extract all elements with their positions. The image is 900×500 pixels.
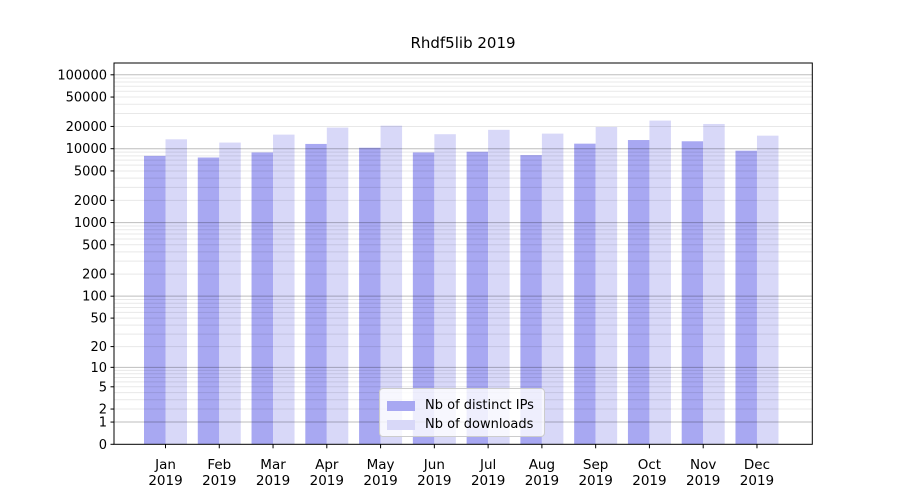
legend-swatch-downloads-icon (387, 419, 415, 430)
y-tick-label: 2 (99, 403, 107, 418)
x-tick-label-month: Sep (583, 457, 608, 473)
bar-downloads-oct (649, 120, 671, 445)
x-tick-label-year: 2019 (417, 473, 451, 489)
x-tick-label-year: 2019 (256, 473, 290, 489)
x-tick-label-year: 2019 (686, 473, 720, 489)
y-tick-label: 20 (90, 340, 107, 355)
bar-distinct-ips-feb (197, 157, 220, 445)
bar-downloads-mar (273, 134, 295, 445)
bar-distinct-ips-sep (574, 143, 596, 445)
bar-distinct-ips-oct (627, 140, 650, 445)
bar-downloads-may (380, 125, 403, 445)
x-tick-label-year: 2019 (578, 473, 612, 489)
bar-downloads-jun (434, 134, 456, 445)
y-tick-label: 500 (82, 238, 107, 253)
legend-label-downloads: Nb of downloads (425, 417, 534, 432)
x-tick-label-month: Jul (479, 457, 496, 473)
bar-downloads-nov (703, 123, 725, 445)
legend-item-downloads: Nb of downloads (387, 416, 544, 433)
y-tick-label: 2000 (74, 194, 107, 209)
y-tick-label: 50 (90, 312, 107, 327)
plot-border (113, 62, 813, 445)
x-tick-label-month: Jun (423, 457, 445, 473)
bar-downloads-jul (488, 129, 510, 445)
x-tick-label-month: Apr (315, 457, 339, 473)
bar-distinct-ips-jun (412, 152, 435, 445)
x-tick-label-month: Aug (529, 457, 555, 473)
bar-distinct-ips-aug (520, 155, 542, 445)
x-tick-label-year: 2019 (632, 473, 666, 489)
x-tick-label-year: 2019 (525, 473, 559, 489)
chart-title: Rhdf5lib 2019 (410, 34, 516, 52)
legend-label-distinct-ips: Nb of distinct IPs (425, 398, 534, 413)
x-tick-label-month: Nov (690, 457, 716, 473)
bar-downloads-jan (165, 139, 187, 445)
bar-downloads-feb (219, 142, 241, 445)
x-tick-label-month: Dec (744, 457, 770, 473)
bar-distinct-ips-mar (251, 152, 274, 445)
x-tick-label-month: May (367, 457, 395, 473)
y-tick-label: 100000 (57, 68, 107, 83)
x-tick-label-year: 2019 (471, 473, 505, 489)
y-tick-label: 5 (99, 380, 107, 395)
x-tick-label-year: 2019 (202, 473, 236, 489)
y-tick-label: 0 (99, 438, 107, 453)
y-tick-label: 20000 (66, 120, 107, 135)
y-tick-label: 1 (99, 416, 107, 431)
bar-distinct-ips-apr (305, 143, 327, 445)
x-tick-label-month: Feb (207, 457, 231, 473)
y-tick-label: 10000 (66, 142, 107, 157)
x-tick-label-year: 2019 (363, 473, 397, 489)
bar-downloads-apr (326, 127, 349, 445)
x-tick-label-month: Jan (154, 457, 176, 473)
legend: Nb of distinct IPs Nb of downloads (379, 388, 545, 437)
legend-item-distinct-ips: Nb of distinct IPs (387, 397, 544, 414)
y-tick-label: 50000 (66, 91, 107, 106)
bar-downloads-sep (595, 126, 618, 445)
legend-swatch-distinct-ips-icon (387, 400, 415, 411)
x-tick-label-month: Mar (260, 457, 286, 473)
bar-distinct-ips-jul (466, 151, 489, 445)
bar-distinct-ips-nov (681, 141, 704, 445)
x-tick-label-year: 2019 (148, 473, 182, 489)
y-tick-label: 5000 (74, 164, 107, 179)
bar-distinct-ips-dec (735, 150, 757, 445)
y-tick-label: 10 (90, 361, 107, 376)
x-tick-label-month: Oct (638, 457, 661, 473)
x-tick-label-year: 2019 (310, 473, 344, 489)
bar-distinct-ips-may (359, 147, 381, 445)
y-tick-label: 100 (82, 290, 107, 305)
y-tick-label: 1000 (74, 216, 107, 231)
x-tick-label-year: 2019 (740, 473, 774, 489)
bar-downloads-dec (756, 135, 779, 445)
bar-distinct-ips-jan (144, 155, 166, 445)
bar-downloads-aug (541, 133, 564, 445)
y-tick-label: 200 (82, 268, 107, 283)
